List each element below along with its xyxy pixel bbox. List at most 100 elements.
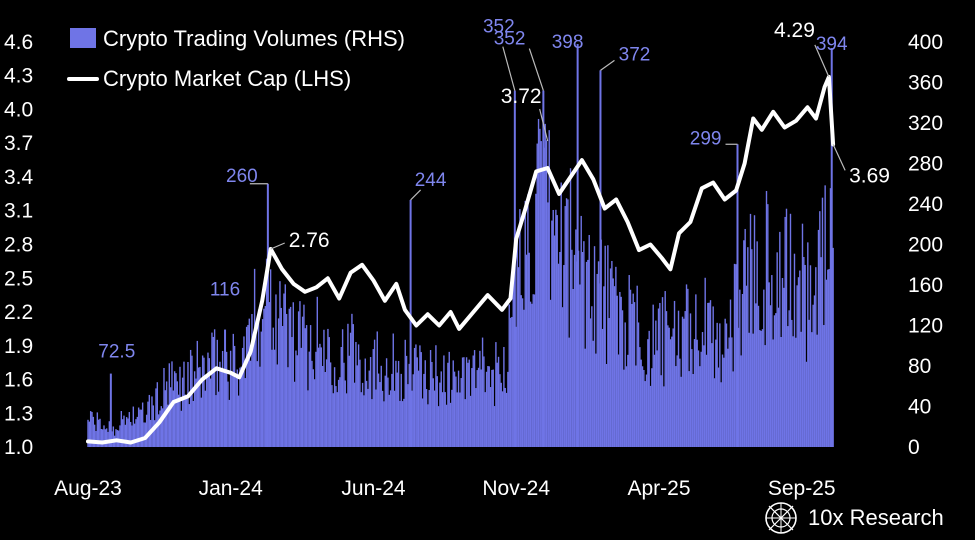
market-cap-line [86, 74, 836, 445]
volume-spike-label: 116 [210, 280, 240, 301]
left-axis-tick-label: 3.7 [4, 132, 33, 155]
volume-bar [633, 302, 636, 447]
left-axis-tick-label: 4.0 [4, 99, 33, 122]
volume-bar [801, 223, 804, 447]
volume-bar [436, 376, 438, 447]
volume-bar [395, 360, 397, 447]
volume-bar [665, 311, 668, 447]
volume-bar [229, 350, 232, 447]
volume-bar [601, 328, 604, 447]
volume-bar [647, 339, 649, 447]
volume-bar [192, 400, 195, 447]
volume-bar [289, 306, 292, 447]
volume-bar [203, 357, 205, 447]
volume-bar [368, 370, 370, 447]
volume-bar [272, 327, 274, 447]
volume-bar [503, 346, 505, 447]
volume-bar [189, 349, 192, 447]
volume-bar [587, 259, 589, 447]
volume-bar [613, 286, 616, 447]
volume-bar [476, 370, 478, 447]
volume-bar [672, 328, 674, 447]
volume-bar [344, 380, 346, 447]
volume-bar [575, 229, 577, 447]
volume-bar [339, 377, 341, 447]
volume-bar [616, 295, 618, 447]
volume-bar [757, 305, 760, 447]
market-cap-label-leader [539, 108, 549, 142]
volume-bar [629, 289, 632, 447]
volume-bar [559, 252, 561, 447]
volume-bar [280, 307, 282, 447]
volume-bar [677, 310, 680, 447]
volume-bar [516, 241, 518, 447]
volume-bar [816, 334, 818, 447]
volume-bar [137, 407, 140, 447]
volume-bar [376, 331, 378, 447]
volume-bar [425, 389, 428, 447]
volume-bar [248, 318, 250, 447]
volume-bar [485, 371, 488, 447]
volume-bar [328, 337, 330, 447]
volume-bar [460, 378, 462, 447]
volume-bar [520, 295, 522, 447]
volume-bar [764, 345, 766, 447]
volume-bar [364, 358, 366, 447]
volume-bar [507, 371, 509, 447]
volume-bar [791, 319, 793, 447]
volume-bar [592, 340, 594, 447]
volume-bar [596, 273, 598, 447]
volume-bar [581, 252, 584, 447]
volume-bar [648, 330, 650, 447]
volume-bar [735, 264, 737, 447]
volume-bar [92, 416, 95, 447]
volume-bar [357, 344, 360, 447]
volume-bar [432, 378, 434, 447]
volume-bar [729, 299, 732, 447]
volume-bar [307, 390, 309, 447]
volume-bar [101, 429, 104, 447]
volume-bar [751, 249, 753, 447]
volume-bar [204, 390, 206, 447]
volume-bar [240, 366, 242, 447]
volume-bar [281, 326, 284, 447]
volume-bar [256, 361, 258, 447]
volume-bar [484, 392, 486, 447]
volume-bar [761, 329, 764, 447]
volume-bar [87, 419, 89, 447]
volume-bar [219, 361, 221, 447]
volume-bar [812, 304, 814, 447]
right-axis-tick-label: 360 [908, 72, 943, 95]
volume-bar [756, 241, 758, 447]
volume-bar [244, 378, 246, 447]
volume-bar [679, 358, 681, 447]
volume-spike-bar [542, 90, 545, 447]
volume-bar [133, 423, 136, 447]
left-axis-tick-label: 1.9 [4, 335, 33, 358]
volume-bar [393, 390, 396, 447]
volume-bar [145, 414, 148, 447]
volume-bar [257, 309, 260, 447]
volume-bar [424, 360, 426, 447]
volume-bar [457, 370, 460, 447]
right-axis-tick-label: 240 [908, 193, 943, 216]
volume-bar [557, 263, 560, 447]
volume-bar [707, 302, 709, 447]
volume-bar [781, 278, 784, 447]
volume-bar [220, 368, 222, 447]
right-axis-tick-label: 80 [908, 355, 931, 378]
volume-bar [324, 372, 326, 447]
volume-bar [223, 370, 225, 447]
volume-bar [292, 302, 294, 447]
legend-swatch-volume [70, 28, 96, 48]
volume-bar [500, 382, 502, 447]
volume-bar [129, 421, 132, 447]
volume-bar [345, 393, 348, 447]
volume-bar [811, 332, 813, 447]
volume-bar [411, 390, 413, 447]
volume-bar [232, 333, 234, 447]
volume-bar [325, 359, 328, 447]
volume-bar [809, 265, 812, 447]
volume-label-leader [502, 46, 516, 91]
volume-bar [552, 209, 554, 447]
